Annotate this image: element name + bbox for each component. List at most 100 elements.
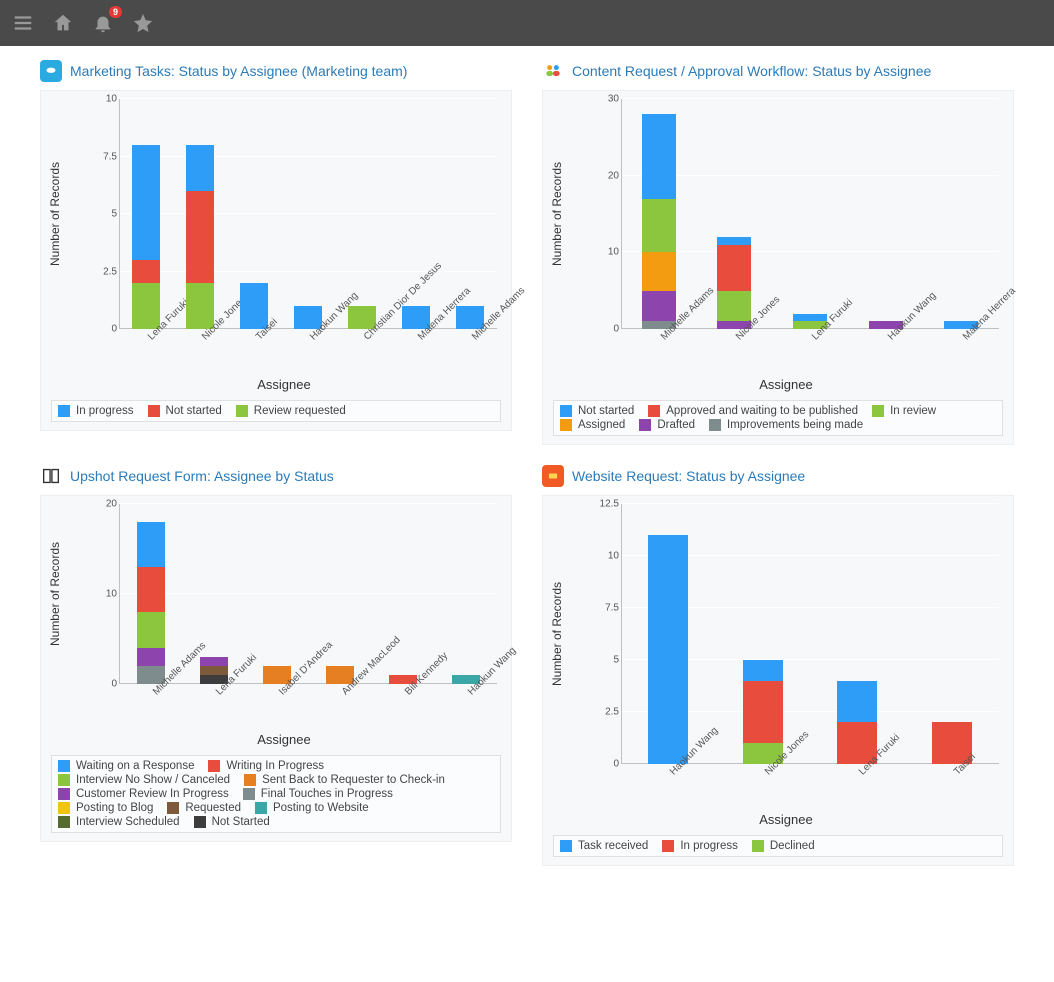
bar-segment[interactable] [132, 260, 160, 283]
bar[interactable]: Isabel D'Andrea [263, 504, 291, 684]
bar-segment[interactable] [717, 291, 751, 322]
bar-segment[interactable] [837, 681, 877, 723]
legend-label: In progress [680, 840, 738, 852]
legend-label: Interview No Show / Canceled [76, 774, 230, 786]
bar-segment[interactable] [137, 612, 165, 648]
home-icon[interactable] [52, 12, 74, 34]
bar-segment[interactable] [642, 291, 676, 322]
bar[interactable]: Taisei [932, 504, 972, 764]
bar-segment[interactable] [137, 567, 165, 612]
bar-segment[interactable] [200, 666, 228, 675]
legend-item[interactable]: Customer Review In Progress [58, 788, 229, 800]
legend-item[interactable]: Not started [560, 405, 634, 417]
panel-title-link[interactable]: Content Request / Approval Workflow: Sta… [572, 63, 931, 79]
panel-icon [40, 60, 62, 82]
bar-segment[interactable] [743, 681, 783, 743]
menu-icon[interactable] [12, 12, 34, 34]
bar[interactable]: Michelle Adams [456, 99, 484, 329]
y-axis-label: Number of Records [550, 162, 564, 266]
bar[interactable]: Taisei [240, 99, 268, 329]
bar-segment[interactable] [200, 657, 228, 666]
y-tick: 0 [111, 324, 117, 335]
legend-label: Posting to Blog [76, 802, 153, 814]
panel-header: Upshot Request Form: Assignee by Status [40, 465, 512, 487]
panel-title-link[interactable]: Website Request: Status by Assignee [572, 468, 805, 484]
legend-swatch [560, 419, 572, 431]
bar[interactable]: Nicole Jones [186, 99, 214, 329]
bar-segment[interactable] [642, 252, 676, 290]
bar[interactable]: Andrew MacLeod [326, 504, 354, 684]
legend-item[interactable]: In review [872, 405, 936, 417]
legend-item[interactable]: Posting to Website [255, 802, 369, 814]
legend-item[interactable]: Waiting on a Response [58, 760, 194, 772]
bar-segment[interactable] [240, 283, 268, 329]
legend-item[interactable]: Declined [752, 840, 815, 852]
legend-item[interactable]: Review requested [236, 405, 346, 417]
bar-segment[interactable] [793, 314, 827, 322]
bar[interactable]: Nicole Jones [743, 504, 783, 764]
panel-icon [40, 465, 62, 487]
bar-segment[interactable] [717, 245, 751, 291]
bar[interactable]: Christian Dior De Jesus [348, 99, 376, 329]
bar[interactable]: Lena Furuki [200, 504, 228, 684]
bar[interactable]: Bill Kennedy [389, 504, 417, 684]
bar-segment[interactable] [717, 237, 751, 245]
y-tick: 20 [106, 499, 117, 510]
bar[interactable]: Haokun Wang [452, 504, 480, 684]
notifications-icon[interactable]: 9 [92, 12, 114, 34]
bar[interactable]: Haokun Wang [648, 504, 688, 764]
bar-segment[interactable] [648, 535, 688, 764]
bar-segment[interactable] [137, 522, 165, 567]
legend-swatch [243, 788, 255, 800]
bar-segment[interactable] [642, 114, 676, 198]
legend-item[interactable]: Improvements being made [709, 419, 863, 431]
bar-segment[interactable] [743, 660, 783, 681]
legend-swatch [244, 774, 256, 786]
x-tick-label: Malena Herrera [961, 286, 1018, 343]
bar-segment[interactable] [186, 191, 214, 283]
legend-item[interactable]: Drafted [639, 419, 695, 431]
bar-segment[interactable] [186, 283, 214, 329]
bar-segment[interactable] [186, 145, 214, 191]
legend-item[interactable]: Writing In Progress [208, 760, 324, 772]
legend-item[interactable]: Requested [167, 802, 241, 814]
y-tick: 12.5 [600, 499, 619, 510]
bar[interactable]: Lena Furuki [132, 99, 160, 329]
plot-area: 01020Michelle AdamsLena FurukiIsabel D'A… [119, 504, 497, 684]
bar[interactable]: Michelle Adams [642, 99, 676, 329]
bar[interactable]: Haokun Wang [294, 99, 322, 329]
legend-swatch [58, 774, 70, 786]
legend-item[interactable]: Sent Back to Requester to Check-in [244, 774, 445, 786]
bar[interactable]: Nicole Jones [717, 99, 751, 329]
legend-item[interactable]: Not Started [194, 816, 270, 828]
legend-item[interactable]: Not started [148, 405, 222, 417]
legend-swatch [58, 816, 70, 828]
legend-label: Waiting on a Response [76, 760, 194, 772]
legend-swatch [752, 840, 764, 852]
panel-title-link[interactable]: Marketing Tasks: Status by Assignee (Mar… [70, 63, 407, 79]
legend-item[interactable]: Final Touches in Progress [243, 788, 393, 800]
legend-item[interactable]: Approved and waiting to be published [648, 405, 858, 417]
bar[interactable]: Malena Herrera [944, 99, 978, 329]
bar[interactable]: Lena Furuki [837, 504, 877, 764]
legend-item[interactable]: Interview Scheduled [58, 816, 180, 828]
panel-title-link[interactable]: Upshot Request Form: Assignee by Status [70, 468, 334, 484]
bar-segment[interactable] [137, 648, 165, 666]
chart-card: Number of Records02.557.51012.5Haokun Wa… [542, 495, 1014, 866]
legend-item[interactable]: Assigned [560, 419, 625, 431]
bar-segment[interactable] [642, 199, 676, 253]
chart-card: Number of Records02.557.510Lena FurukiNi… [40, 90, 512, 431]
legend-item[interactable]: Interview No Show / Canceled [58, 774, 230, 786]
legend-item[interactable]: In progress [662, 840, 738, 852]
bar-segment[interactable] [132, 145, 160, 260]
x-axis-label: Assignee [565, 812, 1007, 827]
legend-item[interactable]: Task received [560, 840, 648, 852]
bar[interactable]: Haokun Wang [869, 99, 903, 329]
bar-segment[interactable] [132, 283, 160, 329]
bar[interactable]: Michelle Adams [137, 504, 165, 684]
star-icon[interactable] [132, 12, 154, 34]
legend-item[interactable]: Posting to Blog [58, 802, 153, 814]
bar[interactable]: Malena Herrera [402, 99, 430, 329]
bar[interactable]: Lena Furuki [793, 99, 827, 329]
legend-item[interactable]: In progress [58, 405, 134, 417]
